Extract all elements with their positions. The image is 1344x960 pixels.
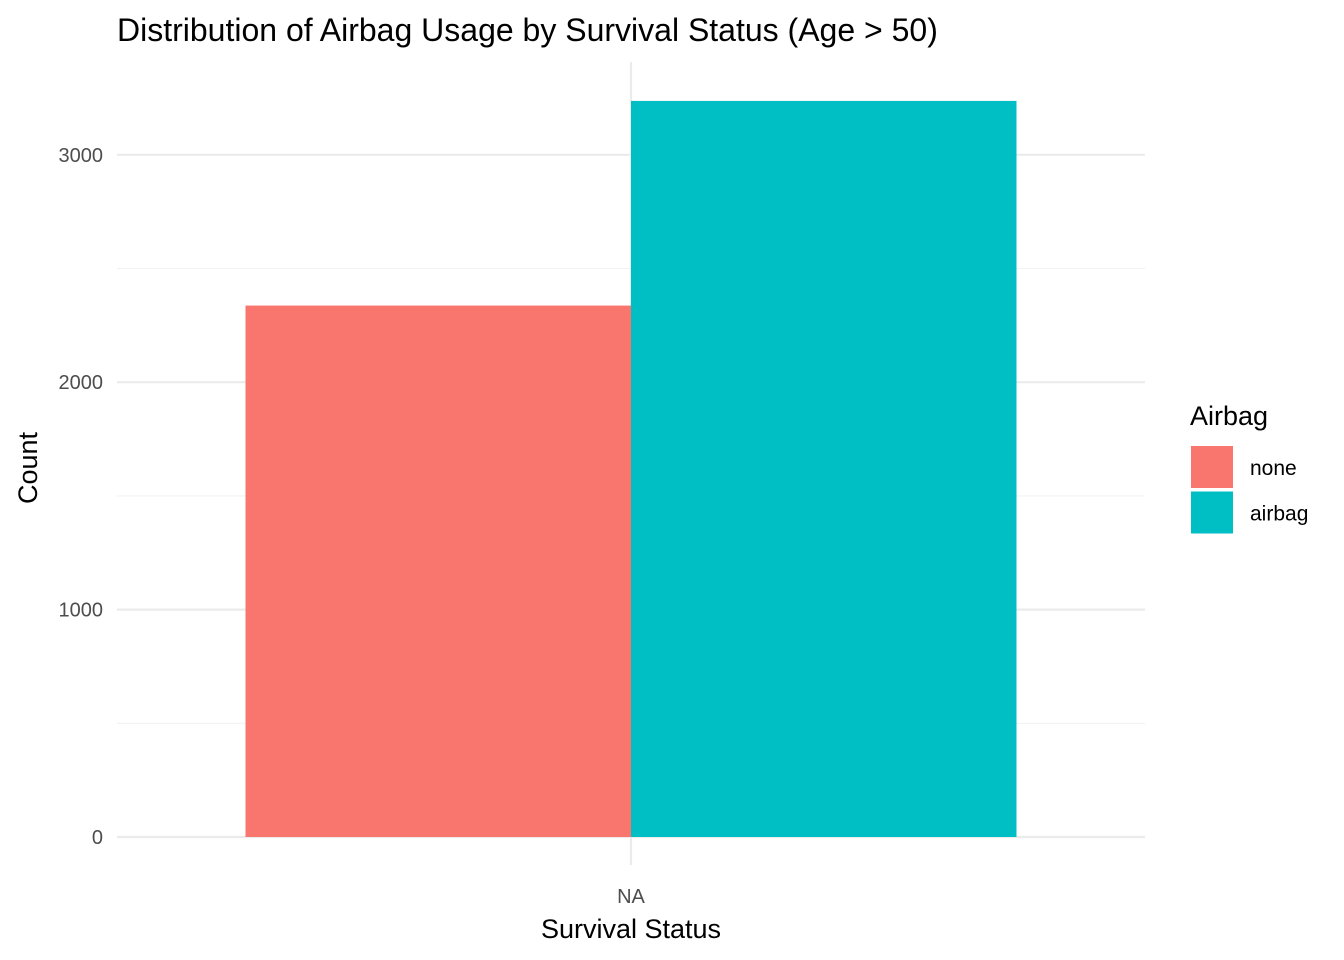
- x-axis-title: Survival Status: [541, 914, 721, 944]
- legend-swatch-airbag: [1191, 491, 1233, 534]
- x-axis-ticks: NA: [617, 886, 645, 908]
- y-axis-ticks: 0 1000 2000 3000: [59, 145, 104, 849]
- y-tick-label: 1000: [59, 600, 104, 622]
- y-tick-label: 3000: [59, 145, 104, 167]
- legend-label-airbag: airbag: [1250, 503, 1308, 526]
- y-tick-label: 0: [92, 827, 103, 849]
- bar-airbag: [631, 100, 1017, 838]
- chart-title: Distribution of Airbag Usage by Survival…: [117, 12, 938, 48]
- legend-swatch-none: [1191, 446, 1233, 488]
- legend-title: Airbag: [1190, 401, 1268, 431]
- x-tick-label: NA: [617, 886, 645, 908]
- y-axis-title: Count: [13, 431, 43, 504]
- legend-label-none: none: [1250, 457, 1297, 480]
- legend: Airbag none airbag: [1190, 401, 1308, 534]
- bars: [245, 100, 1017, 838]
- bar-none: [245, 305, 631, 838]
- y-tick-label: 2000: [59, 372, 104, 394]
